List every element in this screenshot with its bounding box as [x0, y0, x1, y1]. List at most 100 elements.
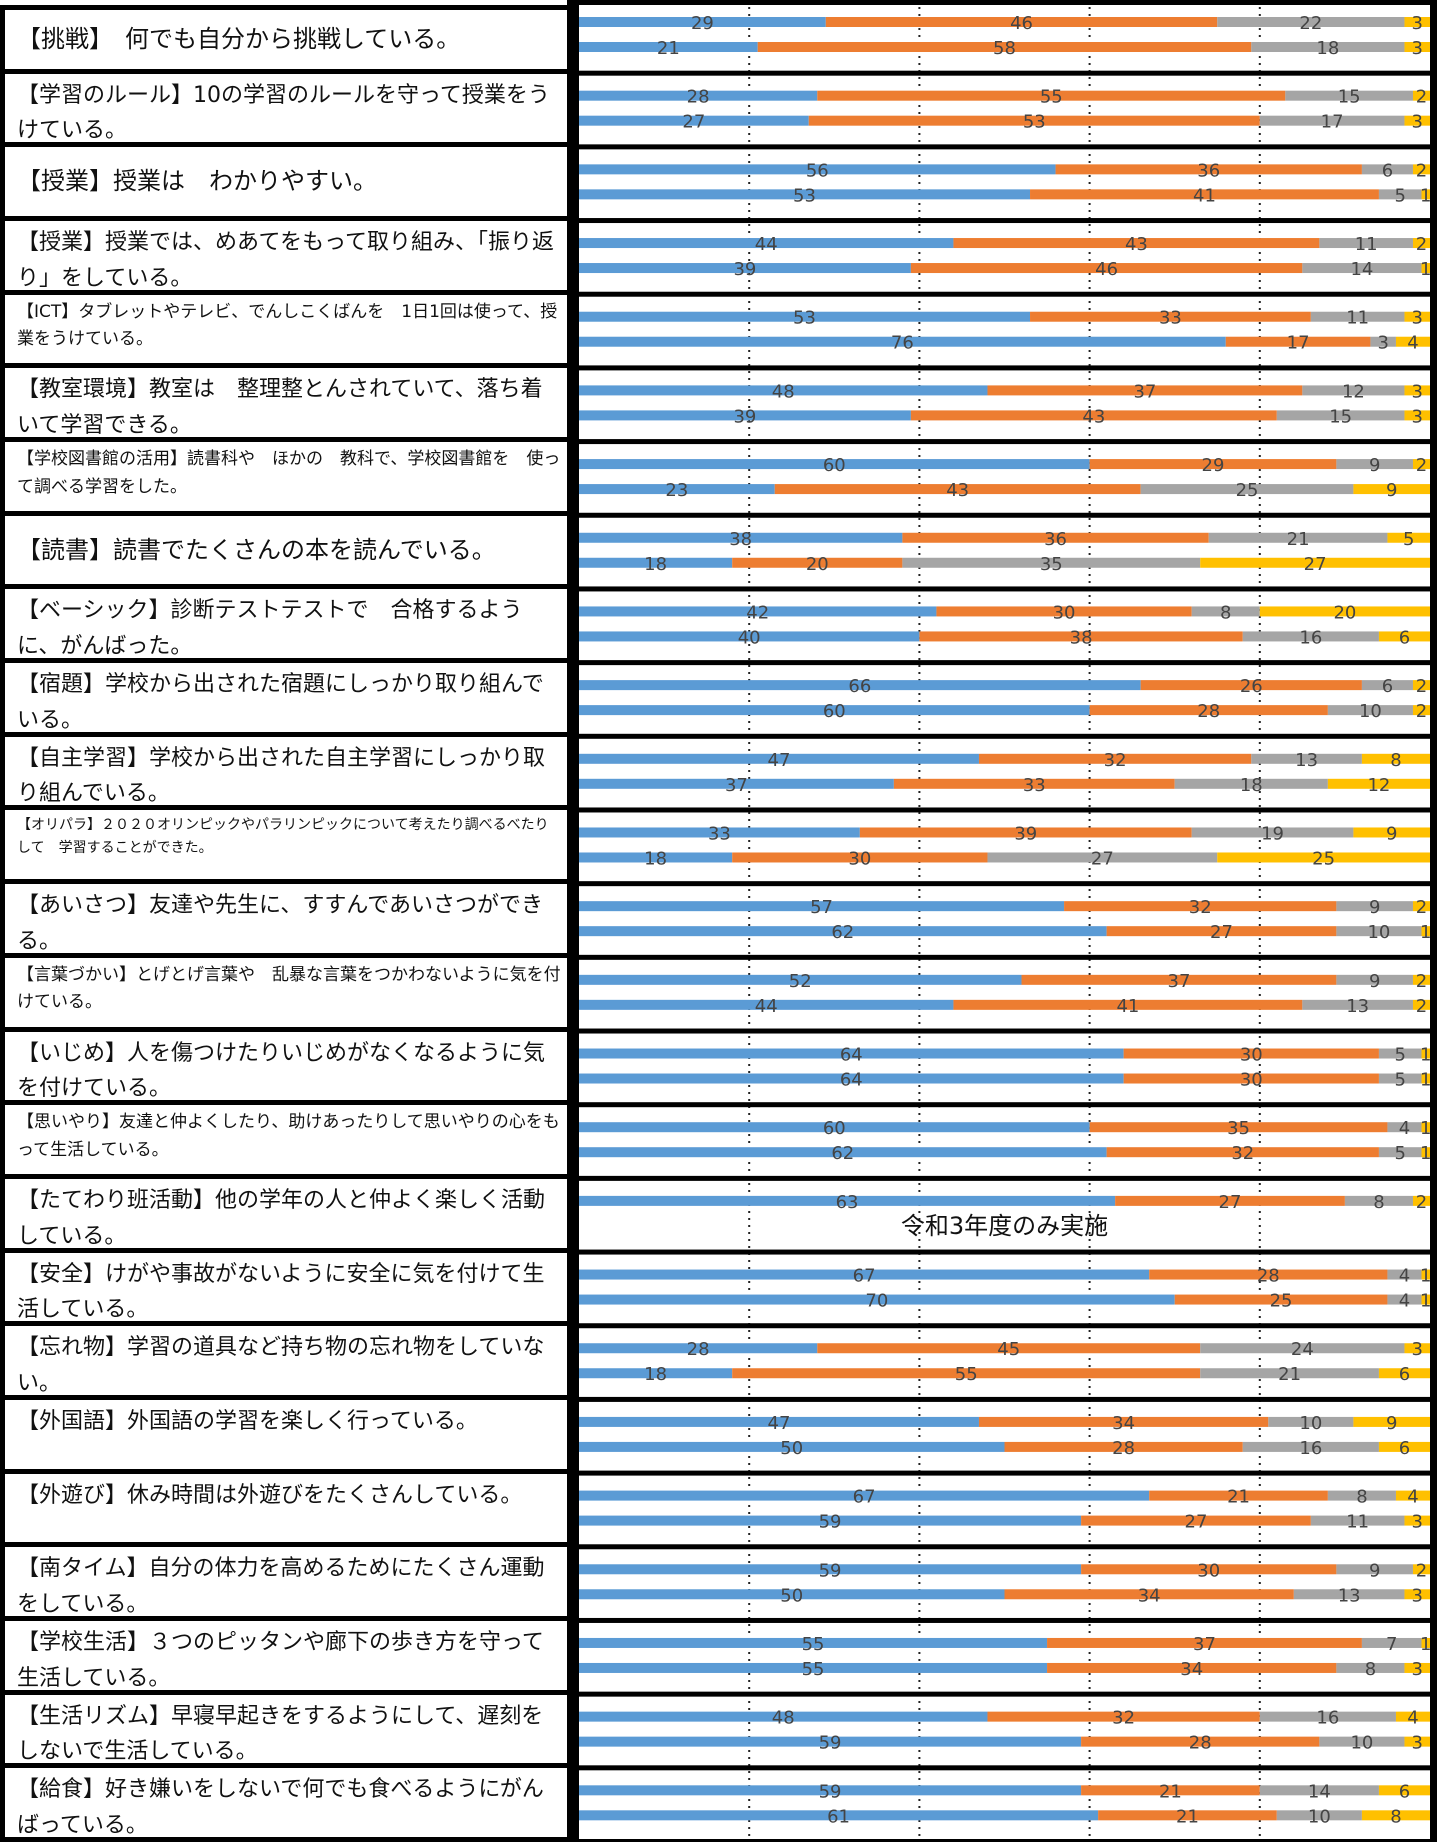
data-label: 2 [1416, 676, 1427, 697]
data-label: 23 [665, 480, 688, 501]
data-label: 14 [1308, 1781, 1331, 1802]
divider [567, 0, 579, 1842]
data-label: 61 [827, 1806, 850, 1827]
row-separator [579, 1102, 1437, 1107]
data-label: 9 [1386, 480, 1397, 501]
row-label: 【外遊び】休み時間は外遊びをたくさんしている。 [0, 1474, 567, 1548]
data-label: 21 [1287, 529, 1310, 550]
data-label: 5 [1394, 1045, 1405, 1066]
data-label: 11 [1346, 1512, 1369, 1533]
row-label: 【忘れ物】学習の道具など持ち物の忘れ物をしていない。 [0, 1326, 567, 1400]
data-label: 22 [1299, 13, 1322, 34]
data-label: 6 [1382, 676, 1393, 697]
data-label: 9 [1369, 971, 1380, 992]
data-label: 32 [1231, 1143, 1254, 1164]
row-separator [579, 1397, 1437, 1402]
data-label: 8 [1390, 1806, 1401, 1827]
row-separator [579, 1029, 1437, 1034]
row-separator [579, 1692, 1437, 1697]
data-label: 4 [1407, 1708, 1418, 1729]
data-label: 3 [1412, 381, 1423, 402]
data-label: 14 [1350, 259, 1373, 280]
data-label: 13 [1295, 750, 1318, 771]
data-label: 70 [865, 1291, 888, 1312]
data-label: 53 [793, 308, 816, 329]
top-border [579, 0, 1437, 5]
data-label: 28 [1189, 1733, 1212, 1754]
data-label: 1 [1420, 1291, 1431, 1312]
data-label: 3 [1377, 333, 1388, 354]
row-label: 【授業】授業は わかりやすい。 [0, 147, 567, 221]
data-label: 42 [746, 602, 769, 623]
data-label: 36 [1197, 160, 1220, 181]
data-label: 47 [768, 1413, 791, 1434]
data-label: 46 [1095, 259, 1118, 280]
data-label: 35 [1040, 554, 1063, 575]
data-label: 1 [1420, 1266, 1431, 1287]
data-label: 46 [1010, 13, 1033, 34]
data-label: 16 [1299, 1438, 1322, 1459]
data-label: 5 [1403, 529, 1414, 550]
data-label: 3 [1412, 1733, 1423, 1754]
data-label: 6 [1399, 1781, 1410, 1802]
data-label: 62 [831, 922, 854, 943]
data-label: 9 [1369, 455, 1380, 476]
data-label: 26 [1240, 676, 1263, 697]
stacked-bar-chart: 29 46 22 321 58 18 328 55 15 227 53 17 356 36 6 253 41 5 1… [579, 0, 1437, 1842]
data-label: 20 [1333, 602, 1356, 623]
data-label: 36 [1044, 529, 1067, 550]
data-label: 50 [780, 1585, 803, 1606]
row-label: 【読書】読書でたくさんの本を読んでいる。 [0, 516, 567, 590]
data-label: 6 [1382, 160, 1393, 181]
data-label: 25 [1312, 848, 1335, 869]
data-label: 55 [955, 1364, 978, 1385]
data-label: 35 [1227, 1118, 1250, 1139]
data-label: 30 [1240, 1045, 1263, 1066]
data-label: 41 [1116, 996, 1139, 1017]
data-label: 28 [687, 87, 710, 108]
data-label: 18 [644, 554, 667, 575]
question-labels: 【挑戦】 何でも自分から挑戦している。 【学習のルール】10の学習のルールを守って… [0, 0, 579, 1842]
data-label: 2 [1416, 234, 1427, 255]
data-label: 4 [1407, 333, 1418, 354]
data-label: 30 [1197, 1560, 1220, 1581]
data-label: 21 [1278, 1364, 1301, 1385]
data-label: 5 [1394, 1070, 1405, 1091]
row-separator [579, 365, 1437, 370]
data-label: 1 [1420, 1634, 1431, 1655]
data-label: 1 [1420, 1143, 1431, 1164]
data-label: 9 [1386, 1413, 1397, 1434]
row-separator [579, 586, 1437, 591]
data-label: 3 [1412, 1339, 1423, 1360]
row-label: 【ベーシック】診断テストテストで 合格するように、がんばった。 [0, 589, 567, 663]
data-label: 8 [1365, 1659, 1376, 1680]
row-separator [579, 1765, 1437, 1770]
row-label: 【たてわり班活動】他の学年の人と仲よく楽しく活動している。 [0, 1179, 567, 1253]
data-label: 15 [1329, 406, 1352, 427]
data-label: 10 [1308, 1806, 1331, 1827]
row-separator [579, 1176, 1437, 1181]
data-label: 57 [810, 897, 833, 918]
data-label: 32 [1104, 750, 1127, 771]
note-text: 令和3年度のみ実施 [901, 1212, 1108, 1240]
data-label: 13 [1346, 996, 1369, 1017]
data-label: 40 [738, 627, 761, 648]
row-label: 【学習のルール】10の学習のルールを守って授業をうけている。 [0, 74, 567, 148]
data-label: 2 [1416, 1560, 1427, 1581]
row-label: 【学校生活】３つのピッタンや廊下の歩き方を守って生活している。 [0, 1621, 567, 1695]
row-label: 【思いやり】友達と仲よくしたり、助けあったりして思いやりの心をもって生活している… [0, 1105, 567, 1179]
data-label: 1 [1420, 1070, 1431, 1091]
row-separator [579, 439, 1437, 444]
data-label: 27 [1304, 554, 1327, 575]
data-label: 8 [1356, 1487, 1367, 1508]
data-label: 21 [1176, 1806, 1199, 1827]
row-label: 【給食】好き嫌いをしないで何でも食べるようにがんばっている。 [0, 1768, 567, 1842]
row-label: 【ICT】タブレットやテレビ、でんしこくばんを 1日1回は使って、授業をうけてい… [0, 295, 567, 369]
data-label: 4 [1399, 1291, 1410, 1312]
data-label: 60 [823, 1118, 846, 1139]
data-label: 3 [1412, 1585, 1423, 1606]
data-label: 37 [1193, 1634, 1216, 1655]
data-label: 11 [1355, 234, 1378, 255]
data-label: 63 [836, 1192, 859, 1213]
